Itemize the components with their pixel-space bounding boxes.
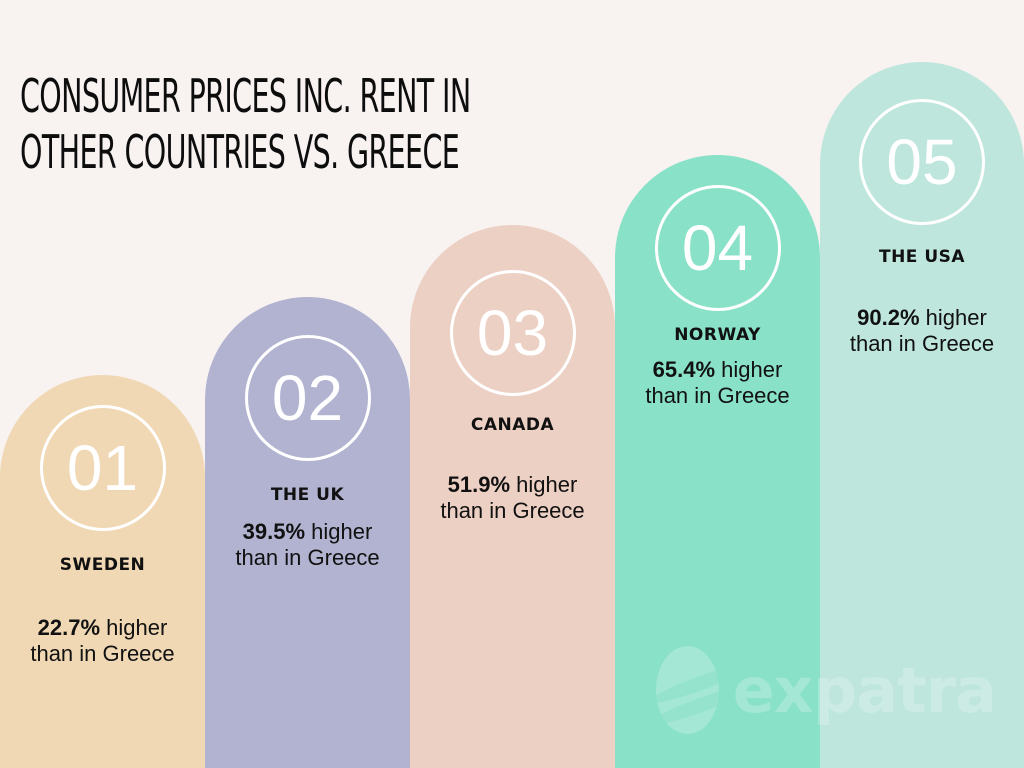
- expatra-logo: expatra: [656, 645, 997, 735]
- stat-text: 51.9% higher than in Greece: [440, 472, 585, 523]
- bar-canada: 03 CANADA 51.9% higher than in Greece: [410, 225, 615, 768]
- rank-badge: 05: [859, 99, 985, 225]
- stat-text: 90.2% higher than in Greece: [849, 305, 995, 356]
- rank-badge: 04: [654, 185, 781, 311]
- bar-norway: 04 NORWAY 65.4% higher than in Greece: [615, 155, 820, 768]
- bar-the-usa: 05 THE USA 90.2% higher than in Greece: [820, 62, 1024, 768]
- stat-text: 22.7% higher than in Greece: [30, 615, 175, 666]
- page-title: CONSUMER PRICES INC. RENT IN OTHER COUNT…: [20, 68, 578, 180]
- stat-value: 51.9%: [447, 472, 511, 497]
- stat-value: 65.4%: [652, 357, 716, 382]
- title-line-1: CONSUMER PRICES INC. RENT IN: [20, 69, 471, 123]
- rank-badge: 03: [449, 270, 576, 396]
- country-label: THE USA: [878, 247, 966, 267]
- expatra-logo-icon: [656, 646, 719, 734]
- bar-sweden: 01 SWEDEN 22.7% higher than in Greece: [0, 375, 205, 768]
- stat-text: 65.4% higher than in Greece: [645, 357, 790, 408]
- country-label: CANADA: [470, 415, 555, 435]
- stat-value: 22.7%: [37, 615, 101, 640]
- rank-badge: 01: [39, 405, 166, 531]
- stat-value: 90.2%: [857, 305, 920, 330]
- stat-value: 39.5%: [242, 519, 306, 544]
- logo-text: expatra: [732, 653, 997, 727]
- stat-text: 39.5% higher than in Greece: [235, 519, 380, 570]
- country-label: THE UK: [270, 485, 345, 505]
- rank-badge: 02: [244, 335, 371, 461]
- title-line-2: OTHER COUNTRIES VS. GREECE: [20, 125, 460, 179]
- country-label: SWEDEN: [59, 555, 146, 575]
- bar-the-uk: 02 THE UK 39.5% higher than in Greece: [205, 297, 410, 768]
- country-label: NORWAY: [674, 325, 761, 345]
